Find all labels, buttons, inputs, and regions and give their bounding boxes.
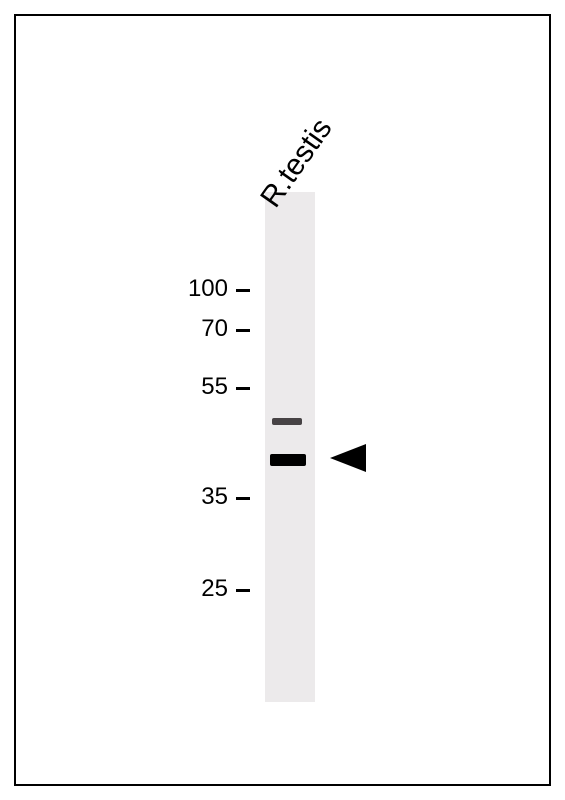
indicator-arrow-icon	[330, 444, 366, 472]
mw-label: 35	[168, 483, 228, 511]
mw-label: 70	[168, 315, 228, 343]
mw-label: 25	[168, 575, 228, 603]
mw-label: 100	[168, 275, 228, 303]
mw-tick	[236, 289, 250, 292]
mw-tick	[236, 589, 250, 592]
arrow-left-icon	[330, 444, 366, 472]
blot-band-faint	[272, 418, 302, 425]
blot-band-main	[270, 454, 306, 466]
mw-tick	[236, 497, 250, 500]
mw-tick	[236, 329, 250, 332]
mw-label: 55	[168, 373, 228, 401]
blot-lane	[265, 192, 315, 702]
mw-tick	[236, 387, 250, 390]
